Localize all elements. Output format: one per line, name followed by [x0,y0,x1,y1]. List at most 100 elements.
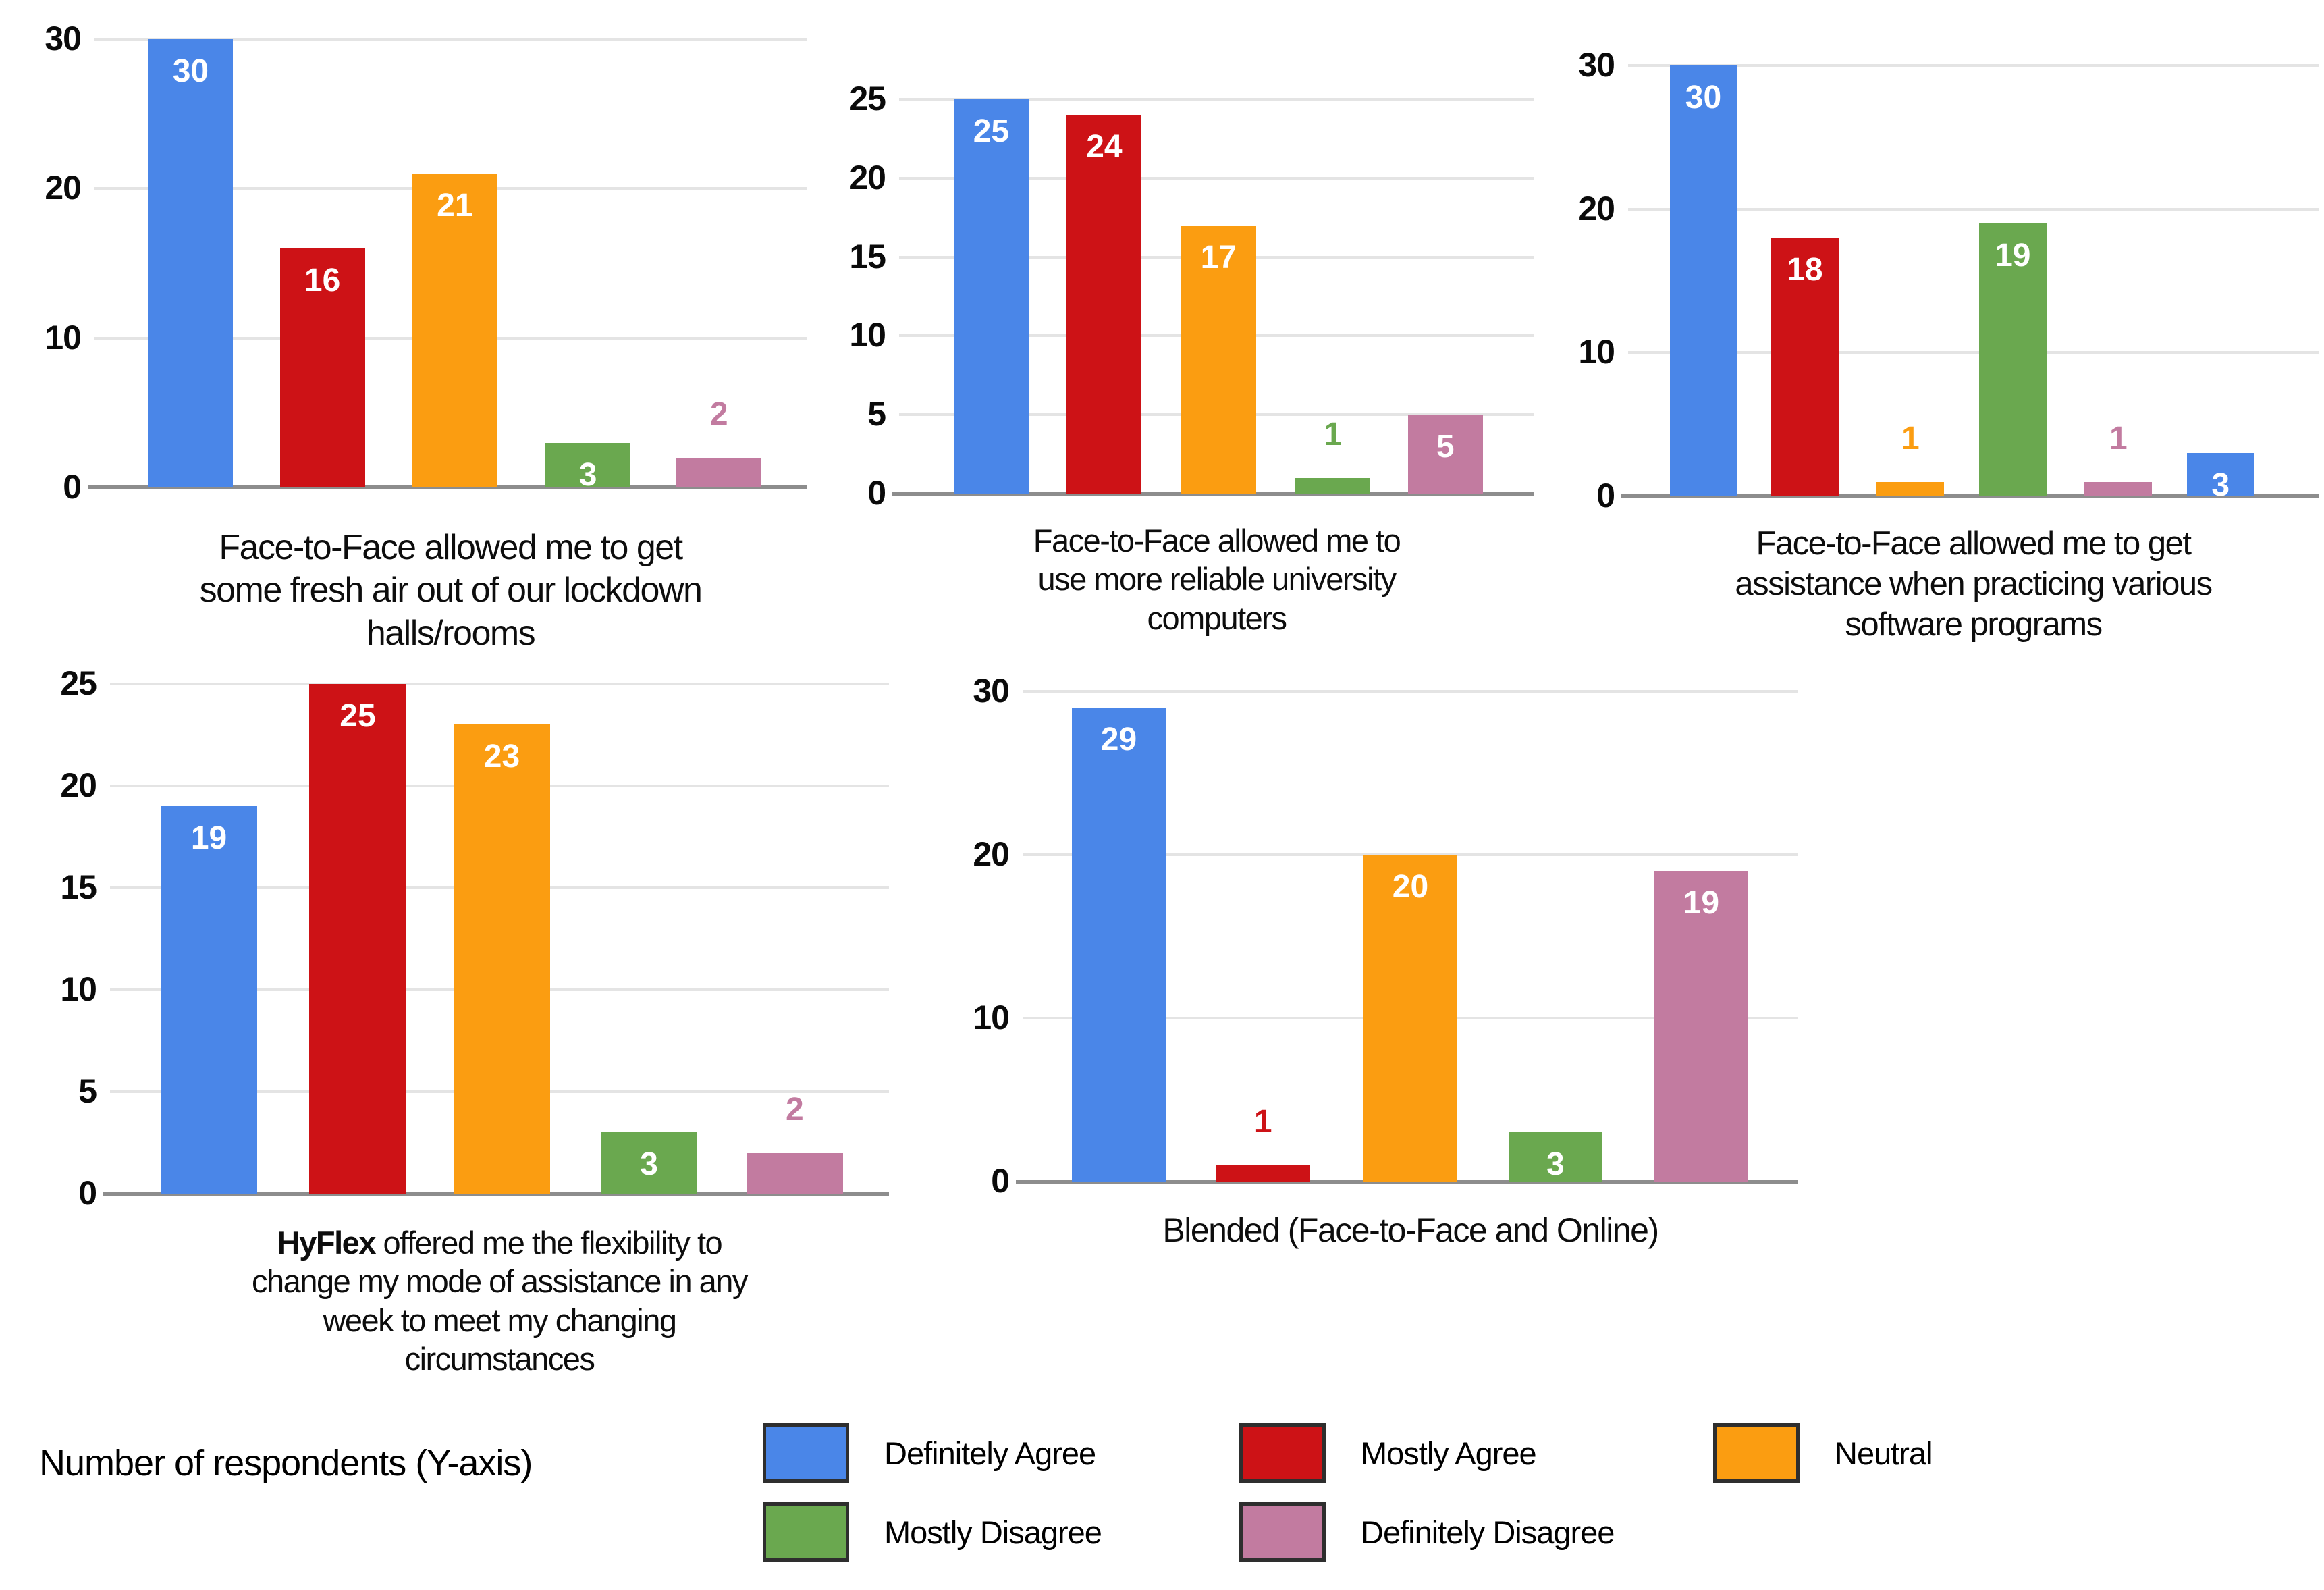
y-axis-note: Number of respondents (Y-axis) [39,1443,533,1483]
chart-title: HyFlex offered me the flexibility to chan… [101,1223,898,1378]
bar-definitely-agree [161,806,258,1194]
bar-definitely-disagree [1407,415,1483,494]
bar-value-label: 1 [1324,416,1343,452]
bar-mostly-disagree [601,1132,698,1194]
y-tick-label: 10 [45,318,82,356]
bar-value-label: 1 [1901,420,1920,456]
bar-value-label: 1 [1253,1103,1272,1140]
bar-neutral [453,724,550,1194]
chart-title-text: Face-to-Face allowed me to get [1756,525,2192,562]
y-tick-label: 20 [973,835,1010,873]
x-axis-line [88,485,807,489]
legend-item-definitely-disagree: Definitely Disagree [1239,1502,1615,1562]
chart-title-line: computers [913,599,1521,637]
legend-swatch-mostly-agree [1239,1423,1326,1483]
chart-title-line: Face-to-Face allowed me to get [1602,524,2324,564]
x-axis-line [892,492,1534,496]
chart-title: Face-to-Face allowed me to get some fresh… [107,527,795,655]
chart-title-line: HyFlex offered me the flexibility to [101,1223,898,1262]
y-tick-label: 20 [1578,189,1615,228]
bar-value-label: 17 [1200,239,1237,275]
chart-title-line: change my mode of assistance in any [101,1262,898,1300]
x-axis-line [1016,1180,1798,1184]
legend-label: Definitely Disagree [1361,1514,1615,1550]
bar-value-label: 24 [1086,129,1123,165]
legend-item-neutral: Neutral [1713,1423,1933,1483]
legend-swatch-definitely-disagree [1239,1502,1326,1562]
gridline [110,683,889,685]
bar-mostly-disagree [545,442,631,487]
gridline [899,98,1534,101]
y-tick-label: 10 [973,999,1010,1036]
bar-mostly-disagree [1295,477,1371,494]
chart-title-line: Face-to-Face allowed me to get [107,527,795,569]
chart-title-line: some fresh air out of our lockdown [107,569,795,612]
bar-value-label: 3 [1546,1146,1565,1183]
bar-mostly-agree [1066,115,1142,494]
bar-value-label: 30 [172,53,209,89]
bar-value-label: 25 [340,698,376,734]
y-tick-label: 30 [1578,46,1615,84]
y-tick-label: 20 [60,766,97,804]
chart-title-line: halls/rooms [107,612,795,655]
gridline [1628,351,2319,354]
y-tick-label: 25 [60,664,97,702]
chart-title-text: circumstances [404,1340,595,1377]
chart-title-text: week to meet my changing [323,1302,677,1338]
bar-value-label: 1 [2109,420,2128,456]
legend-item-mostly-disagree: Mostly Disagree [763,1502,1102,1562]
bar-definitely-agree [1669,65,1737,496]
y-tick-label: 15 [849,237,886,275]
chart-title-line: Face-to-Face allowed me to [913,521,1521,560]
bar-value-label: 3 [640,1146,658,1183]
chart-title-line: circumstances [101,1340,898,1378]
bar-definitely-disagree [746,1152,843,1194]
y-tick-label: 0 [991,1162,1010,1200]
bar-value-label: 2 [786,1091,804,1128]
legend-swatch-neutral [1713,1423,1800,1483]
bar-definitely-disagree [2084,481,2153,496]
bar-mostly-agree [279,248,365,487]
y-tick-label: 0 [78,1174,97,1212]
bar-definitely-agree [1071,708,1166,1182]
chart-title-text: Face-to-Face allowed me to get [219,528,683,567]
y-tick-label: 10 [60,970,97,1008]
chart-title-text: some fresh air out of our lockdown [199,571,703,610]
chart-title-text: Face-to-Face allowed me to [1033,523,1401,558]
y-tick-label: 25 [849,80,886,117]
legend-item-definitely-agree: Definitely Agree [763,1423,1096,1483]
y-tick-label: 10 [1578,333,1615,371]
chart-title: Face-to-Face allowed me to get assistance… [1602,524,2324,645]
chart-title-text: offered me the flexibility to [375,1225,723,1261]
legend-label: Neutral [1835,1435,1933,1471]
chart-title-text: HyFlex [277,1225,377,1261]
chart-title-text: change my mode of assistance in any [252,1263,748,1300]
bar-neutral [412,174,497,487]
bar-neutral [1876,481,1945,496]
chart-title-line: software programs [1602,605,2324,645]
legend-label: Mostly Agree [1361,1435,1537,1471]
bar-mostly-disagree [1508,1132,1602,1182]
bar-mostly-agree [1216,1165,1310,1182]
y-tick-label: 30 [973,672,1010,710]
y-tick-label: 0 [63,468,82,506]
bar-value-label: 19 [190,820,227,857]
chart-title-text: computers [1147,600,1287,636]
y-tick-label: 30 [45,20,82,57]
y-tick-label: 20 [849,158,886,196]
bar-value-label: 29 [1100,722,1137,758]
bar-definitely-disagree [676,457,762,487]
bar-value-label: 30 [1685,80,1722,115]
y-tick-label: 5 [78,1072,97,1110]
chart-title-text: assistance when practicing various [1735,565,2213,602]
chart-title: Blended (Face-to-Face and Online) [979,1210,1843,1251]
y-tick-label: 0 [1596,477,1615,514]
chart-title-text: Blended (Face-to-Face and Online) [1162,1211,1659,1249]
y-tick-label: 0 [867,474,886,512]
bar-value-label: 3 [2211,467,2230,504]
chart-title-line: use more reliable university [913,560,1521,598]
gridline [94,38,807,41]
bar-value-label: 5 [1436,429,1455,465]
bar-value-label: 19 [1995,237,2031,273]
